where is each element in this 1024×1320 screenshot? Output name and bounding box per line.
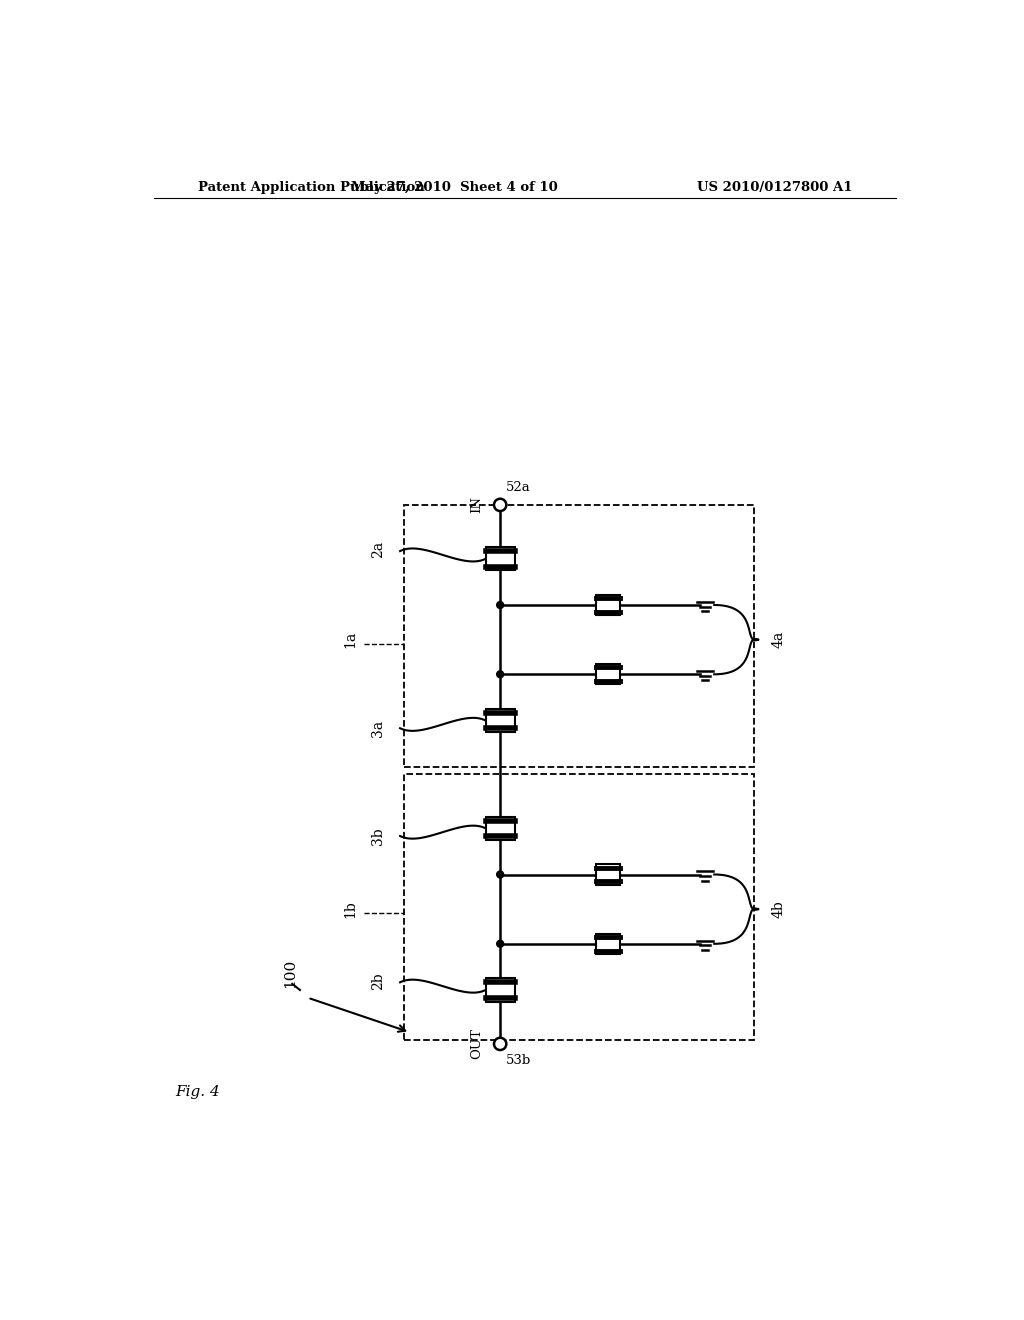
Circle shape [497,671,504,677]
Circle shape [497,940,504,948]
Bar [485,978,515,1002]
Bar [596,865,620,884]
Bar [403,506,755,767]
Text: Fig. 4: Fig. 4 [175,1085,220,1098]
Text: 53b: 53b [506,1055,531,1068]
Bar [485,709,515,733]
Bar [596,595,620,615]
Text: 4a: 4a [771,631,785,648]
Text: 3a: 3a [371,719,385,737]
Bar [403,775,755,1040]
Bar [596,664,620,684]
Text: 1b: 1b [344,900,357,917]
Text: US 2010/0127800 A1: US 2010/0127800 A1 [696,181,852,194]
Text: 52a: 52a [506,482,531,495]
Text: 100: 100 [283,958,297,987]
Text: 1a: 1a [344,631,357,648]
Text: OUT: OUT [470,1028,483,1060]
Bar [485,548,515,570]
Text: 3b: 3b [371,828,385,845]
Text: May 27, 2010  Sheet 4 of 10: May 27, 2010 Sheet 4 of 10 [350,181,557,194]
Text: 4b: 4b [771,900,785,917]
Circle shape [497,602,504,609]
Text: 2b: 2b [371,972,385,990]
Bar [485,817,515,840]
Bar [596,933,620,954]
Circle shape [494,499,506,511]
Circle shape [497,871,504,878]
Circle shape [494,1038,506,1051]
Text: Patent Application Publication: Patent Application Publication [199,181,425,194]
Text: 2a: 2a [371,541,385,558]
Text: IN: IN [470,496,483,513]
